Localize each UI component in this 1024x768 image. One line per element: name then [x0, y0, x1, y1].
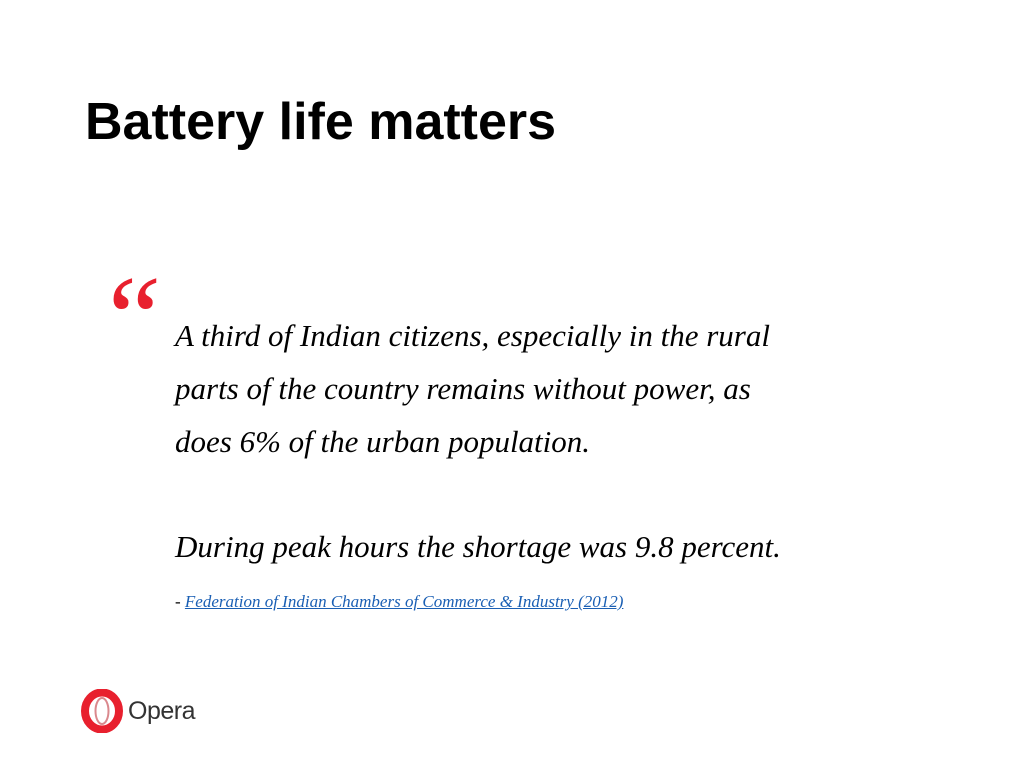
slide-title: Battery life matters: [85, 93, 557, 151]
opera-logo: [81, 689, 123, 733]
attribution-dash: -: [175, 592, 181, 611]
logo-text: Opera: [128, 697, 195, 725]
logo-ring: [81, 689, 123, 733]
quote-line: During peak hours the shortage was 9.8 p…: [175, 529, 781, 564]
logo-inner: [94, 697, 110, 725]
quote-line: A third of Indian citizens, especially i…: [175, 318, 770, 353]
quote-line: parts of the country remains without pow…: [175, 371, 751, 406]
attribution: - Federation of Indian Chambers of Comme…: [175, 592, 623, 612]
quote-line: does 6% of the urban population.: [175, 424, 591, 459]
attribution-link[interactable]: Federation of Indian Chambers of Commerc…: [184, 592, 624, 611]
quote-mark: “: [96, 251, 163, 384]
